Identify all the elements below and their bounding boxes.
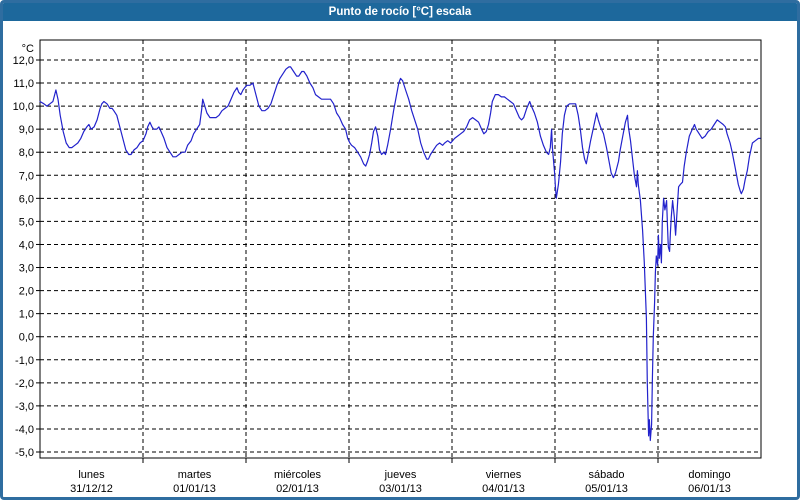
x-date-label: 31/12/12	[70, 483, 113, 495]
x-day-label: martes	[178, 469, 212, 481]
x-day-label: jueves	[384, 469, 417, 481]
y-tick-label: -2,0	[15, 378, 34, 390]
x-day-label: viernes	[486, 469, 522, 481]
y-tick-label: 3,0	[19, 263, 34, 275]
y-tick-label: 5,0	[19, 216, 34, 228]
x-date-label: 04/01/13	[482, 483, 525, 495]
x-day-label: domingo	[688, 469, 730, 481]
x-day-label: miércoles	[274, 469, 322, 481]
axis-labels: 12,0 11,0 10,0 9,0 8,0 7,0 6,0 5,0 4,0 3,0 2,0 1,0 0…	[13, 43, 731, 495]
x-date-label: 01/01/13	[173, 483, 216, 495]
y-tick-label: 1,0	[19, 309, 34, 321]
y-tick-label: -5,0	[15, 447, 34, 459]
y-tick-label: 4,0	[19, 239, 34, 251]
plot-border	[39, 39, 762, 459]
x-day-label: sábado	[588, 469, 624, 481]
dew-point-chart: 12,0 11,0 10,0 9,0 8,0 7,0 6,0 5,0 4,0 3,0 2,0 1,0 0…	[3, 21, 797, 497]
x-date-label: 02/01/13	[276, 483, 319, 495]
y-tick-label: 12,0	[13, 55, 34, 67]
y-tick-label: 6,0	[19, 193, 34, 205]
x-day-label: lunes	[78, 469, 105, 481]
y-tick-label: 0,0	[19, 332, 34, 344]
x-date-label: 03/01/13	[379, 483, 422, 495]
chart-title-bar: Punto de rocío [°C] escala	[3, 3, 797, 21]
y-tick-label: 8,0	[19, 147, 34, 159]
y-tick-label: 7,0	[19, 170, 34, 182]
y-tick-label: 11,0	[13, 78, 34, 90]
y-tick-label: -1,0	[15, 355, 34, 367]
y-tick-label: 9,0	[19, 124, 34, 136]
y-tick-label: -4,0	[15, 424, 34, 436]
y-tick-label: 10,0	[13, 101, 34, 113]
y-tick-label: 2,0	[19, 286, 34, 298]
x-date-label: 05/01/13	[585, 483, 628, 495]
y-axis-unit-label: °C	[22, 43, 34, 55]
x-date-label: 06/01/13	[688, 483, 731, 495]
chart-title: Punto de rocío [°C] escala	[328, 6, 472, 18]
dew-point-series-line	[39, 66, 761, 442]
y-tick-label: -3,0	[15, 401, 34, 413]
